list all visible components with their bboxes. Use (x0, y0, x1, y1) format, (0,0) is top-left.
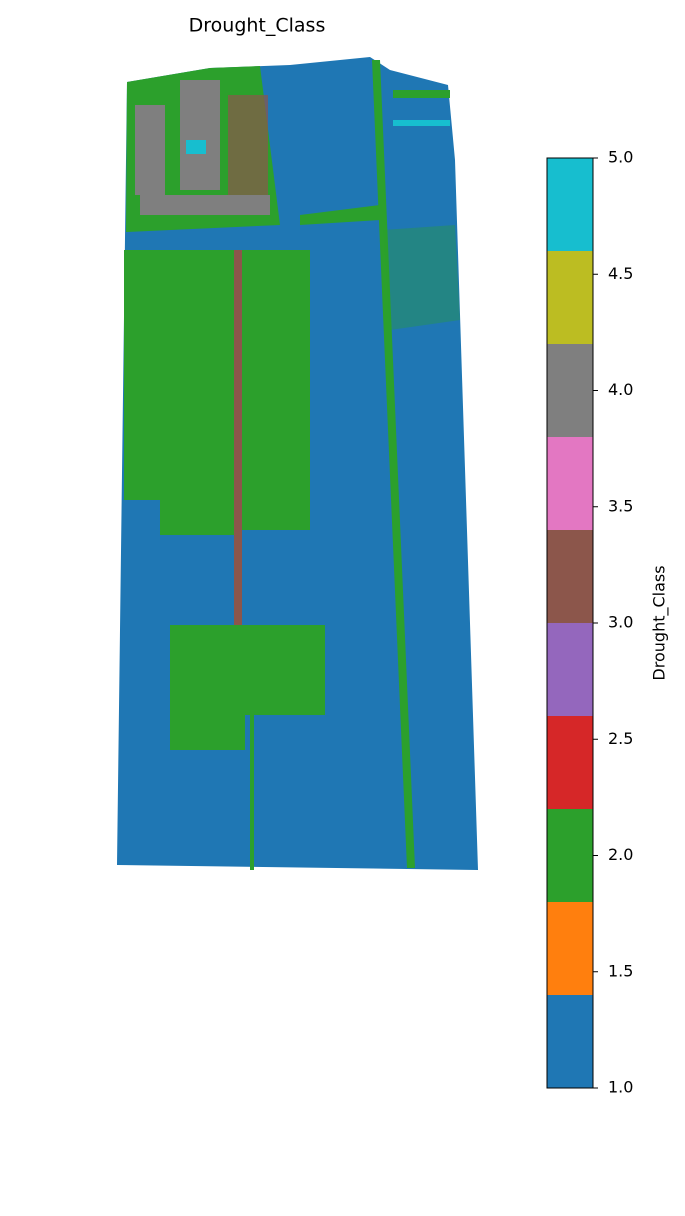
tick-label: 1.5 (608, 961, 633, 980)
tick-label: 4.0 (608, 380, 633, 399)
urban-block (180, 80, 220, 190)
road (300, 205, 380, 225)
urban-block (140, 195, 270, 215)
colorbar-segment (547, 437, 593, 530)
ditch (250, 710, 254, 870)
colorbar-segment (547, 530, 593, 623)
colorbar-segment (547, 623, 593, 716)
urban-detail (393, 120, 450, 126)
field (160, 260, 240, 535)
canal-edge (372, 60, 415, 868)
tick-label: 4.5 (608, 264, 633, 283)
tick-label: 5.0 (608, 148, 633, 167)
tick-label: 3.5 (608, 496, 633, 515)
colorbar-segment (547, 995, 593, 1088)
tick-label: 1.0 (608, 1078, 633, 1097)
field (245, 625, 325, 715)
field (170, 625, 245, 750)
urban-block (228, 95, 268, 195)
colorbar-segment (547, 158, 593, 251)
tick-label: 2.5 (608, 729, 633, 748)
field (383, 225, 460, 330)
tick-label: 2.0 (608, 845, 633, 864)
colorbar-label: Drought_Class (650, 565, 670, 680)
map-title: Drought_Class (189, 15, 326, 37)
ditch (234, 250, 242, 630)
field (240, 250, 310, 530)
colorbar-segment (547, 809, 593, 902)
colorbar-segment (547, 344, 593, 437)
colorbar-segment (547, 251, 593, 344)
raster-map (117, 57, 478, 870)
colorbar-segment (547, 902, 593, 995)
urban-block (135, 105, 165, 195)
urban-detail (393, 90, 450, 98)
colorbar-segment (547, 716, 593, 809)
urban-detail (186, 140, 206, 154)
tick-label: 3.0 (608, 613, 633, 632)
